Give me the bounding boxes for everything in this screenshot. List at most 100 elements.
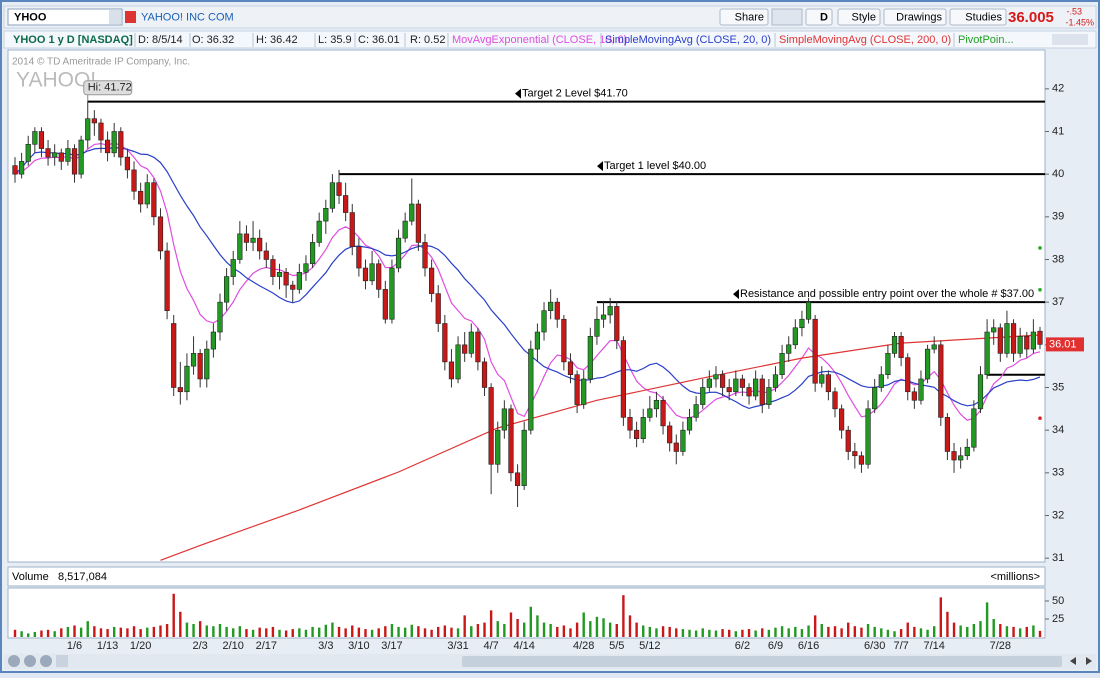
zoom-controls[interactable] [8,655,68,667]
annotation-box [83,80,133,96]
link-icon[interactable] [125,11,136,23]
candle-body [673,442,679,452]
candle-body [977,374,984,410]
candle-body [376,263,382,290]
study-name: PivotPoin... [958,34,1014,46]
candle-body [91,118,97,124]
candle-body [382,289,388,320]
candle-body [905,357,911,393]
candle-body [303,263,309,273]
volume-bar [489,610,493,637]
candle-body [541,310,547,333]
candle-body [389,267,395,320]
volume-bar [860,627,863,637]
candle-body [501,408,507,431]
candle-body [429,267,435,294]
volume-bar [999,624,1002,637]
drawing-tools[interactable] [771,8,803,26]
candle-body [812,318,818,384]
volume-bar [575,622,579,637]
toolbar-button-label: Studies [965,11,1002,23]
x-tick-label: 2/17 [256,640,277,652]
candle-body [581,378,587,405]
volume-bar [278,629,281,637]
study-name: MovAvgExponential (CLOSE, 10, 0) [452,34,627,46]
volume-bar [384,626,387,637]
candle-body [647,408,653,418]
volume-bar [304,629,308,637]
volume-bar [880,628,883,637]
volume-bar [106,629,109,637]
toolbar-button[interactable] [805,8,833,26]
candle-body [944,417,951,452]
candle-body [71,148,78,175]
volume-bar [13,629,17,637]
candle-body [204,348,210,380]
candle-body [243,233,250,243]
candle-body [78,139,84,175]
candle-body [858,455,865,465]
toolbar-button[interactable] [837,8,881,26]
volume-bar [245,629,248,637]
volume-bar [946,611,949,637]
candle-body [786,344,792,354]
y-tick-label: 34 [1052,424,1064,436]
toolbar-button[interactable] [719,8,769,26]
volume-bar [959,625,962,637]
volume-bar [284,630,288,637]
toolbar-button[interactable] [883,8,947,26]
volume-bar [483,622,486,637]
candle-body [19,161,25,175]
scroll-arrows[interactable] [1070,657,1092,665]
candle-body [759,378,765,405]
y-tick-label: 41 [1052,125,1064,137]
volume-bar [827,626,830,637]
candle-body [250,237,256,243]
pivot-point [1038,416,1042,421]
drawing-label: Resistance and possible entry point over… [740,288,1034,300]
volume-bar [503,624,506,637]
candle-body [514,472,521,486]
candle-body [924,348,931,380]
toolbar-button-label: Style [852,11,876,23]
volume-bar [185,622,189,637]
candle-body [700,387,706,405]
toolbar-button-label: Share [735,11,764,23]
volume-bar [1032,625,1035,637]
volume-bar [470,626,473,637]
volume-bar [747,629,751,637]
candle-body [402,220,408,239]
volume-bar [218,624,222,637]
volume-bar [450,627,453,637]
symbol-dropdown[interactable] [109,10,121,24]
last-price-tag [1046,337,1084,352]
candle-body [184,365,190,393]
volume-bar [139,629,142,637]
x-tick-label: 3/3 [318,640,333,652]
x-tick-label: 4/28 [573,640,594,652]
candle-body [276,271,283,277]
volume-bar [225,626,228,637]
volume-bar [734,631,738,637]
candle-body [25,143,31,162]
header-icons[interactable] [1052,34,1088,45]
candle-body [971,408,977,448]
scrollbar-thumb[interactable] [462,656,1062,667]
volume-bar [331,622,334,637]
candle-body [336,182,342,196]
volume-bar [351,625,354,637]
volume-bar [40,630,43,637]
symbol-box[interactable] [7,8,123,26]
volume-bar [595,616,599,637]
candle-body [45,148,51,158]
candle-body [104,139,111,154]
volume-bar [198,621,202,637]
candle-body [455,344,461,380]
y-tick-label: 37 [1052,296,1064,308]
volume-bar [112,626,116,637]
volume-title: Volume [12,571,49,583]
volume-bar [628,615,632,637]
candle-body [640,417,646,439]
toolbar-button[interactable] [949,8,1007,26]
